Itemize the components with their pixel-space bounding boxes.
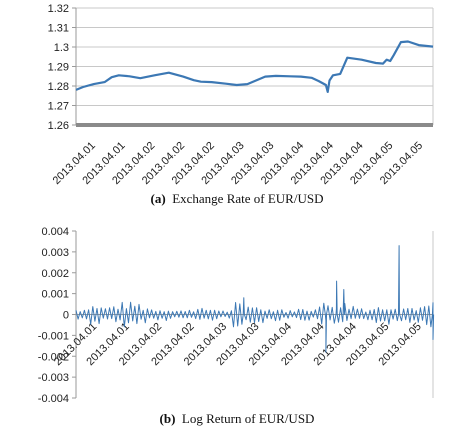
- chart-log-return: -0.004 -0.003 -0.002 -0.001 0 0.001 0.002 0.003…: [38, 226, 435, 405]
- y-tick-label: -0.002: [38, 351, 69, 363]
- y-tick-label: 1.26: [48, 120, 69, 132]
- y-tick-label: -0.004: [38, 393, 69, 405]
- caption-tag-b: (b): [159, 411, 176, 426]
- y-tick-label: 1.31: [48, 23, 69, 35]
- series-line: [75, 245, 435, 353]
- caption-tag-a: (a): [150, 191, 166, 206]
- y-tick-label: -0.003: [38, 372, 69, 384]
- caption-text-b: Log Return of EUR/USD: [181, 411, 315, 426]
- y-tick-label: 0.003: [41, 247, 69, 259]
- y-tick-label: 1.3: [54, 42, 69, 54]
- y-tick-label: 1.29: [48, 62, 69, 74]
- y-tick-label: 0: [63, 310, 69, 322]
- y-tick-label: 1.28: [48, 81, 69, 93]
- y-tick-label: -0.001: [38, 330, 69, 342]
- y-tick-label: 0.002: [41, 268, 69, 280]
- y-tick-label: 0.001: [41, 289, 69, 301]
- caption-log-return: (b) Log Return of EUR/USD: [0, 411, 474, 427]
- caption-exchange-rate: (a) Exchange Rate of EUR/USD: [0, 191, 474, 207]
- chart-exchange-rate: 1.261.271.281.291.31.311.322013.04.01201…: [48, 3, 434, 187]
- y-tick-label: 1.27: [48, 101, 69, 113]
- y-tick-label: 0.004: [41, 226, 69, 238]
- series-line: [75, 40, 434, 93]
- y-tick-label: 1.32: [48, 3, 69, 15]
- caption-text-a: Exchange Rate of EUR/USD: [172, 191, 324, 206]
